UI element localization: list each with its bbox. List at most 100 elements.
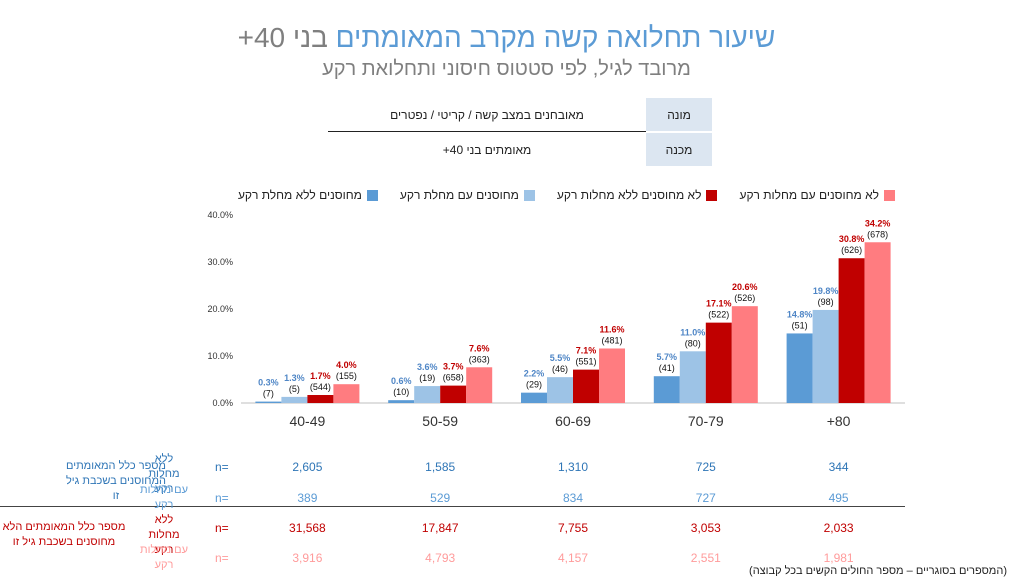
row-label: עם מחלות רקע	[139, 484, 188, 511]
bar	[414, 386, 441, 403]
bar-value-label: 14.8%	[787, 309, 813, 319]
x-tick-label: +80	[827, 413, 851, 429]
legend-label: מחוסנים עם מחלת רקע	[399, 188, 519, 202]
bar-count-label: (658)	[443, 373, 464, 383]
n-label: n=	[215, 460, 229, 474]
bar-count-label: (526)	[734, 293, 755, 303]
bar-count-label: (544)	[310, 382, 331, 392]
legend-item-unvax-with: לא מחוסנים עם מחלות רקע	[739, 186, 895, 204]
bar-value-label: 19.8%	[813, 286, 839, 296]
n-label: n=	[215, 551, 229, 565]
table-cell: 1,585	[425, 460, 456, 474]
bar	[838, 258, 865, 403]
table-cell: 17,847	[421, 521, 459, 535]
table-cell: 1,981	[823, 551, 854, 565]
y-tick-label: 30.0%	[207, 257, 233, 267]
bar-count-label: (551)	[575, 357, 596, 367]
table-cell: 4,157	[557, 551, 589, 565]
bar-count-label: (98)	[818, 297, 834, 307]
vaccinated-group-label: מספר כלל המאומתים המחוסנים בשכבת גיל זו	[65, 460, 166, 502]
bar-value-label: 7.6%	[469, 343, 490, 353]
numerator-value: מאובחנים במצב קשה / קריטי / נפטרים	[390, 107, 584, 122]
bar	[731, 306, 758, 403]
bar	[679, 351, 706, 403]
table-cell: 389	[297, 491, 318, 505]
bar-value-label: 2.2%	[524, 369, 545, 379]
bar	[388, 400, 415, 403]
table-cell: 725	[695, 460, 716, 474]
numerator-label: מונה	[646, 98, 712, 131]
bar	[307, 395, 334, 403]
row-label: ללא מחלות רקע	[148, 453, 180, 495]
bar-count-label: (29)	[526, 380, 542, 390]
bar-value-label: 17.1%	[706, 299, 732, 309]
y-tick-label: 10.0%	[207, 351, 233, 361]
table-cell: 344	[828, 460, 849, 474]
bar-chart: 0.0% 10.0% 20.0% 30.0% 40.0% (7)0.3% (5)1.3% (5…	[207, 210, 905, 429]
bar	[705, 322, 732, 403]
bar-value-label: 3.7%	[443, 362, 464, 372]
bar	[440, 385, 467, 403]
legend-swatch	[366, 189, 378, 201]
bar-value-label: 30.8%	[839, 234, 865, 244]
bar-value-label: 1.3%	[284, 373, 305, 383]
n-label: n=	[215, 491, 229, 505]
bar	[255, 401, 282, 403]
x-tick-label: 70-79	[688, 413, 724, 429]
table-cell: 495	[828, 491, 849, 505]
bar-value-label: 5.5%	[550, 353, 571, 363]
bar	[281, 396, 308, 403]
bar-value-label: 20.6%	[732, 282, 758, 292]
unvaccinated-group-label: מספר כלל המאומתים הלא מחוסנים בשכבת גיל …	[2, 521, 126, 548]
bar-value-label: 5.7%	[657, 352, 678, 362]
fraction-line	[328, 131, 646, 132]
bar	[864, 242, 891, 403]
table-cell: 2,033	[823, 521, 854, 535]
table-cell: 4,793	[425, 551, 456, 565]
bar-value-label: 34.2%	[865, 218, 891, 228]
table-cell: 2,605	[292, 460, 323, 474]
legend-swatch	[706, 189, 718, 201]
y-tick-label: 40.0%	[207, 210, 233, 220]
bar-value-label: 11.6%	[599, 324, 624, 334]
bar-count-label: (678)	[867, 229, 888, 239]
table-cell: 1,310	[557, 460, 589, 474]
bar-count-label: (363)	[469, 354, 490, 364]
chart-title-age: בני 40+	[237, 22, 328, 53]
y-tick-label: 20.0%	[207, 304, 233, 314]
x-tick-label: 40-49	[289, 413, 325, 429]
y-tick-label: 0.0%	[212, 398, 233, 408]
n-label: n=	[215, 521, 229, 535]
legend-swatch	[884, 189, 895, 201]
bar-count-label: (626)	[841, 245, 862, 255]
legend-item-unvax-without: לא מחוסנים ללא מחלות רקע	[557, 186, 718, 204]
bar-count-label: (481)	[601, 335, 622, 345]
denominator-label: מכנה	[646, 133, 712, 166]
table-cell: 529	[430, 491, 451, 505]
legend-label: לא מחוסנים ללא מחלות רקע	[556, 188, 702, 202]
chart-title: שיעור תחלואה קשה מקרב המאומתים בני 40+	[0, 22, 1013, 54]
chart-subtitle: מרובד לגיל, לפי סטטוס חיסוני ותחלואת רקע	[322, 58, 691, 80]
bar	[812, 309, 839, 403]
x-tick-label: 50-59	[422, 413, 458, 429]
bar-value-label: 4.0%	[336, 360, 357, 370]
legend-item-vax-with: מחוסנים עם מחלת רקע	[400, 186, 535, 204]
bar	[599, 348, 625, 403]
bar-value-label: 3.6%	[417, 362, 438, 372]
bar-value-label: 1.7%	[310, 371, 331, 381]
chart-title-main: שיעור תחלואה קשה מקרב המאומתים	[335, 22, 776, 53]
bar	[573, 369, 599, 403]
chart-legend: לא מחוסנים עם מחלות רקע לא מחוסנים ללא מ…	[215, 186, 895, 204]
bar	[521, 392, 547, 403]
row-label: עם מחלות רקע	[139, 544, 188, 571]
bar-count-label: (7)	[263, 389, 274, 399]
table-cell: 3,916	[292, 551, 323, 565]
denominator-value: מאומתים בני 40+	[442, 142, 532, 157]
x-tick-label: 60-69	[555, 413, 591, 429]
legend-label: לא מחוסנים עם מחלות רקע	[739, 188, 879, 202]
bar-value-label: 0.6%	[391, 376, 412, 386]
table-cell: 727	[695, 491, 716, 505]
bar	[466, 367, 493, 403]
bar	[653, 376, 680, 403]
definition-box: מונה מאובחנים במצב קשה / קריטי / נפטרים …	[328, 98, 712, 166]
